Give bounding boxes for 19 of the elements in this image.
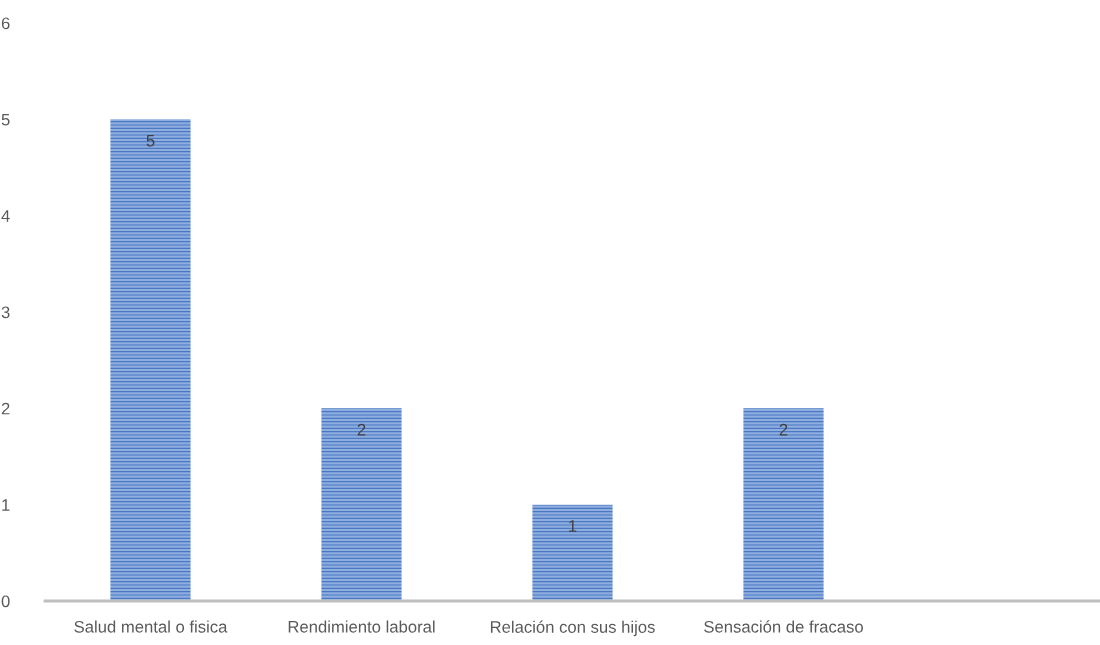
data-label: 1 — [569, 520, 577, 532]
y-tick-label: 3 — [1, 306, 10, 319]
y-tick-label: 4 — [1, 210, 10, 222]
x-tick-label: Relación con sus hijos — [490, 620, 655, 637]
y-tick-label: 0 — [1, 595, 10, 608]
y-tick-label: 2 — [1, 402, 10, 415]
y-tick-label: 1 — [2, 499, 10, 511]
y-tick-label: 5 — [1, 113, 10, 126]
bar — [321, 408, 402, 601]
data-label: 2 — [779, 423, 788, 436]
bar — [532, 504, 613, 601]
data-label: 2 — [357, 423, 366, 436]
x-tick-label: Salud mental o fisica — [74, 620, 228, 633]
x-tick-label: Rendimiento laboral — [288, 620, 435, 633]
bar — [743, 408, 824, 601]
bar — [110, 119, 191, 601]
x-tick-label: Sensación de fracaso — [704, 620, 863, 633]
data-label: 5 — [146, 134, 155, 147]
y-tick-label: 6 — [1, 17, 10, 30]
